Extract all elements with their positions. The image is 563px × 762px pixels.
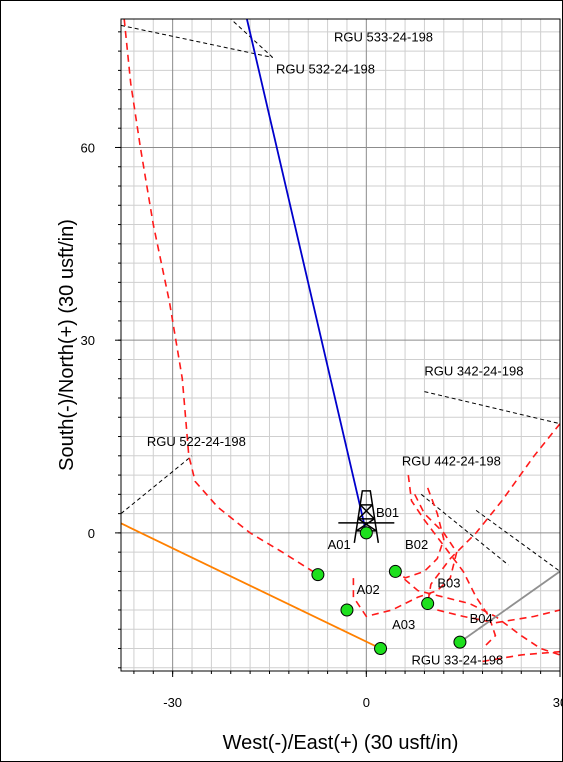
lease-boundary-line [424,391,561,425]
lease-label: RGU 33-24-198 [412,653,504,668]
well-marker-b02 [388,564,402,578]
y-axis-title: South(-)/North(+) (30 usft/in) [56,219,78,471]
well-marker-a03 [374,642,388,656]
well-markers [311,526,467,656]
lease-label: RGU 342-24-198 [424,364,523,379]
lease-label: RGU 532-24-198 [276,62,375,77]
y-tick-label: 0 [88,526,95,541]
x-axis-title: West(-)/East(+) (30 usft/in) [223,732,459,754]
well-path [459,570,561,643]
plot-border [120,18,561,672]
lease-label: RGU 533-24-198 [334,29,433,44]
well-path [120,522,381,650]
x-tick-label: 30 [553,695,562,710]
lease-boundary-line [120,455,193,514]
lease-boundary-line [475,509,561,572]
y-tick-label: 60 [81,140,95,155]
well-marker-b04 [453,635,467,649]
lease-boundary-line [420,493,509,566]
well-label: A02 [357,582,380,597]
lease-label: RGU 442-24-198 [402,453,501,468]
offset-well-paths [123,18,561,663]
well-label: A03 [392,617,415,632]
offset-path [394,570,561,656]
grid-major [121,19,561,671]
well-marker-a02 [340,603,354,617]
lease-label: RGU 522-24-198 [147,434,246,449]
lease-boundaries [120,18,561,572]
lease-boundary-line [120,24,273,58]
well-marker-a01 [311,568,325,582]
offset-path [482,650,561,663]
well-marker-b01 [359,526,373,540]
well-label: A01 [328,537,351,552]
well-marker-b03 [421,597,435,611]
offset-path [394,487,445,579]
offset-path [426,423,561,604]
x-tick-label: 0 [363,695,370,710]
grid-minor [121,19,560,671]
well-label: B04 [470,611,493,626]
well-path [246,18,368,534]
y-tick-label: 30 [81,333,95,348]
lease-labels: RGU 533-24-198 RGU 532-24-198 RGU 342-24-1… [147,29,524,667]
offset-path [437,609,561,624]
well-path-lines [120,18,561,650]
well-label: B03 [437,575,460,590]
offset-path [352,493,458,618]
well-labels: B01 A01 B02 A02 B03 A03 B04 [328,505,493,632]
offset-path [407,475,497,650]
well-label: B01 [376,505,399,520]
x-tick-label: -30 [163,695,182,710]
well-label: B02 [405,537,428,552]
